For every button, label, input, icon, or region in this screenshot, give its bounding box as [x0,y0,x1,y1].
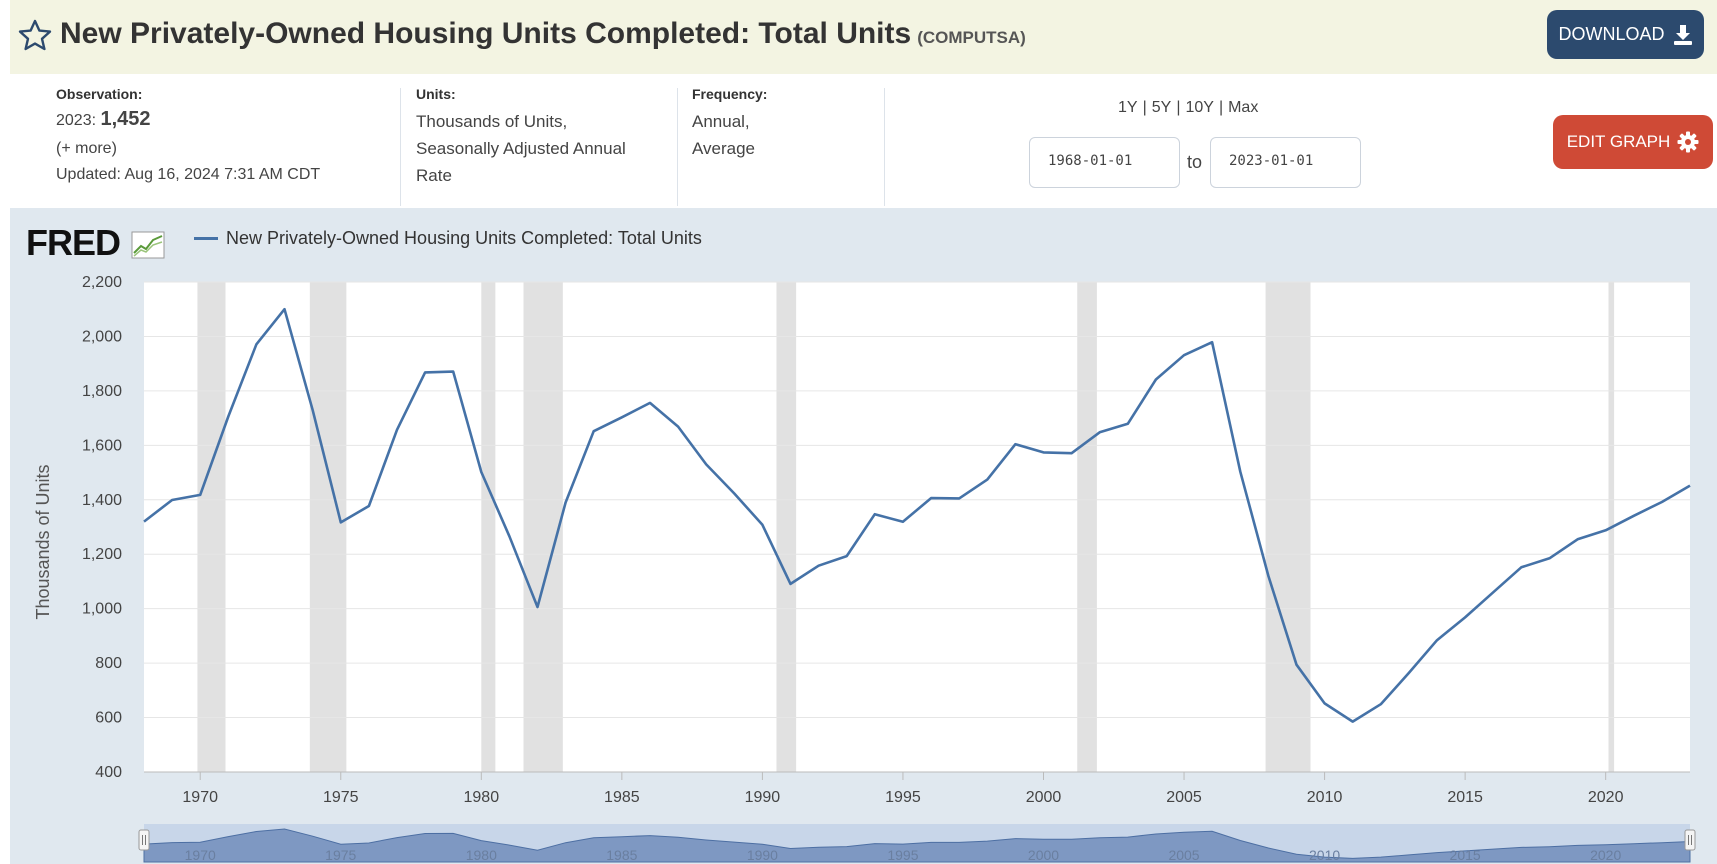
title-bar: New Privately-Owned Housing Units Comple… [10,0,1717,74]
y-tick-label: 2,000 [82,328,122,345]
y-tick-label: 1,400 [82,492,122,509]
y-tick-label: 400 [95,764,122,781]
y-tick-label: 1,800 [82,383,122,400]
recession-band [1265,282,1311,772]
frequency-line-2: Average [692,139,756,158]
recession-band [309,282,347,772]
divider [884,88,885,206]
units-label: Units: [416,86,456,102]
to-label: to [1187,152,1203,172]
y-tick-label: 1,600 [82,437,122,454]
chart-legend: New Privately-Owned Housing Units Comple… [194,228,702,249]
navigator-handle-right[interactable] [1684,829,1696,851]
navigator-tick-label: 1990 [747,847,778,863]
navigator-tick-label: 1975 [325,847,356,863]
x-tick-label: 2000 [1026,789,1062,806]
y-tick-label: 600 [95,710,122,727]
observation-block: Observation: 2023: 1,452 (+ more) Update… [56,86,320,188]
x-tick-label: 1975 [323,789,359,806]
recession-band [481,282,496,772]
gear-icon [1677,131,1699,153]
navigator-tick-label: 1995 [887,847,918,863]
legend-swatch [194,237,218,240]
star-icon[interactable] [18,19,52,51]
recession-band [523,282,563,772]
range-1y[interactable]: 1Y [1118,99,1138,116]
fred-logo[interactable]: FRED [26,222,165,264]
navigator-tick-label: 1980 [466,847,497,863]
plot-area [144,282,1690,772]
series-line [143,307,1691,723]
navigator-tick-label: 2000 [1028,847,1059,863]
x-tick-label: 1970 [182,789,218,806]
navigator-series [143,828,1691,863]
y-tick-label: 800 [95,655,122,672]
download-button[interactable]: DOWNLOAD [1547,10,1704,59]
navigator-tick-label: 2020 [1590,847,1621,863]
series-id: (COMPUTSA) [917,28,1026,47]
fred-logo-text: FRED [26,222,121,263]
x-tick-label: 1985 [604,789,640,806]
navigator-tick-label: 1970 [185,847,216,863]
page-title: New Privately-Owned Housing Units Comple… [60,17,1026,51]
navigator-tick-label: 2015 [1450,847,1481,863]
x-tick-label: 1990 [745,789,781,806]
units-line-2: Seasonally Adjusted Annual [416,139,626,158]
download-icon [1673,24,1692,45]
range-links: 1Y | 5Y | 10Y | Max [1118,99,1258,117]
navigator-handle-left[interactable] [138,829,150,851]
updated-value: Aug 16, 2024 7:31 AM CDT [124,166,321,183]
navigator-tick-label: 2010 [1309,847,1340,863]
x-tick-label: 1980 [464,789,500,806]
range-separator: | [1142,99,1147,116]
divider [677,88,678,206]
frequency-block: Frequency: Annual, Average [692,86,767,162]
legend-label: New Privately-Owned Housing Units Comple… [226,228,702,248]
updated-label: Updated: [56,166,121,183]
recession-band [1077,282,1097,772]
series-title: New Privately-Owned Housing Units Comple… [60,17,912,50]
edit-graph-button[interactable]: EDIT GRAPH [1553,115,1713,169]
units-line-3: Rate [416,166,452,185]
y-tick-label: 1,200 [82,546,122,563]
units-line-1: Thousands of Units, [416,112,568,131]
x-tick-label: 2010 [1307,789,1343,806]
y-tick-label: 2,200 [82,274,122,291]
navigator-tick-label: 1985 [606,847,637,863]
chart-logo-icon [131,231,165,259]
end-date-input[interactable]: 2023-01-01 [1210,137,1361,188]
navigator-tick-label: 2005 [1168,847,1199,863]
frequency-label: Frequency: [692,86,768,102]
frequency-line-1: Annual, [692,112,750,131]
observation-value: 1,452 [100,108,151,130]
x-tick-label: 1995 [885,789,921,806]
units-block: Units: Thousands of Units, Seasonally Ad… [416,86,666,189]
divider [400,88,401,206]
more-link[interactable]: (+ more) [56,140,117,157]
observation-label: Observation: [56,86,143,102]
x-tick-label: 2005 [1166,789,1202,806]
range-max[interactable]: Max [1228,99,1259,116]
observation-period: 2023: [56,112,97,129]
download-label: DOWNLOAD [1558,24,1665,44]
y-axis-title: Thousands of Units [33,464,53,619]
x-tick-label: 2015 [1447,789,1483,806]
x-tick-label: 2020 [1588,789,1624,806]
edit-graph-label: EDIT GRAPH [1566,132,1671,151]
y-tick-label: 1,000 [82,601,122,618]
range-separator: | [1176,99,1181,116]
start-date-input[interactable]: 1968-01-01 [1029,137,1180,188]
recession-band [197,282,226,772]
range-10y[interactable]: 10Y [1185,99,1214,116]
range-separator: | [1218,99,1224,116]
recession-band [776,282,797,772]
range-5y[interactable]: 5Y [1151,99,1172,116]
